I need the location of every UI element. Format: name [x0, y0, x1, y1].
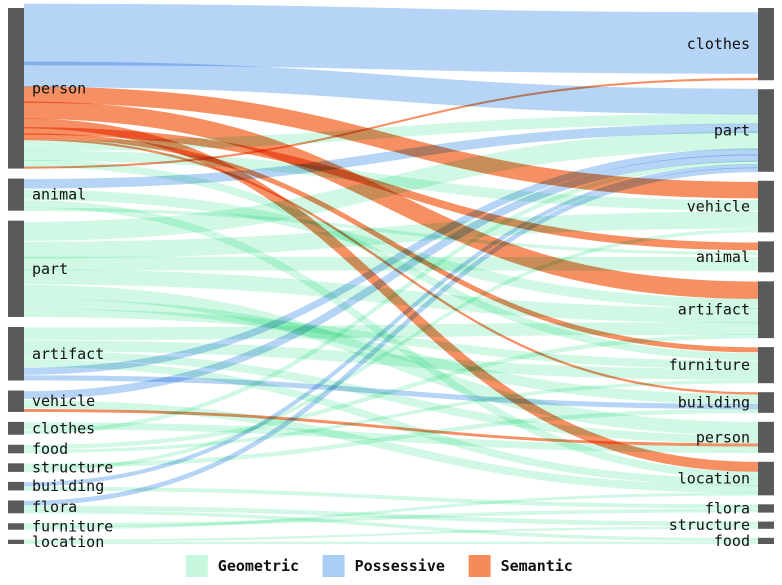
source-node-artifact — [8, 326, 24, 381]
flow-animal-to-artifact-geometric — [23, 189, 759, 309]
flow-flora-to-food-geometric — [23, 509, 759, 542]
source-node-flora — [8, 500, 24, 514]
flow-animal-to-part-possessive — [23, 123, 759, 189]
target-label-person: person — [696, 428, 750, 446]
target-node-building — [758, 392, 774, 413]
target-node-structure — [758, 521, 774, 529]
source-node-part — [8, 220, 24, 317]
source-label-food: food — [32, 440, 68, 458]
flow-artifact-to-artifact-geometric — [23, 322, 759, 340]
source-node-vehicle — [8, 390, 24, 412]
flow-person-to-clothes-semantic — [23, 78, 759, 169]
flow-building-to-flora-geometric — [23, 486, 759, 509]
target-label-building: building — [678, 394, 750, 412]
labels-layer: person animal part artifact vehicle clothes fo… — [32, 35, 750, 551]
target-label-artifact: artifact — [678, 301, 750, 319]
target-node-food — [758, 537, 774, 544]
source-label-furniture: furniture — [32, 518, 113, 536]
source-label-structure: structure — [32, 459, 113, 477]
flow-person-to-artifact-semantic — [23, 101, 759, 299]
target-node-artifact — [758, 281, 774, 339]
legend-label-geometric: Geometric — [218, 557, 299, 575]
target-label-structure: structure — [669, 516, 750, 534]
source-label-location: location — [32, 533, 104, 551]
nodes-layer — [8, 8, 774, 544]
flow-vehicle-to-person-semantic — [23, 408, 759, 447]
flow-person-to-clothes-possessive — [23, 3, 759, 74]
source-node-clothes — [8, 421, 24, 435]
flow-vehicle-to-location-geometric — [23, 400, 759, 494]
source-node-location — [8, 539, 24, 544]
flow-vehicle-to-part-possessive — [23, 154, 759, 399]
legend-label-semantic: Semantic — [501, 557, 573, 575]
flow-food-to-furniture-geometric — [23, 379, 759, 454]
source-label-building: building — [32, 477, 104, 495]
target-node-part — [758, 89, 774, 172]
target-label-furniture: furniture — [669, 356, 750, 374]
legend-swatch-possessive — [322, 555, 345, 577]
target-label-clothes: clothes — [687, 35, 750, 53]
target-node-furniture — [758, 347, 774, 384]
legend-label-possessive: Possessive — [355, 557, 445, 575]
target-node-location — [758, 461, 774, 496]
target-node-flora — [758, 504, 774, 513]
target-label-food: food — [714, 532, 750, 550]
flow-artifact-to-part-possessive — [23, 148, 759, 375]
source-node-furniture — [8, 523, 24, 530]
source-node-food — [8, 444, 24, 454]
source-node-animal — [8, 178, 24, 211]
source-node-structure — [8, 463, 24, 472]
target-node-animal — [758, 241, 774, 273]
flow-person-to-animal-semantic — [23, 127, 759, 251]
flow-person-to-vehicle-semantic — [23, 86, 759, 199]
flow-artifact-to-location-geometric — [23, 359, 759, 486]
flow-person-to-furniture-semantic — [23, 133, 759, 353]
target-node-clothes — [758, 8, 774, 81]
flow-part-to-vehicle-geometric — [23, 211, 759, 259]
flow-location-to-structure-geometric — [23, 526, 759, 542]
target-node-vehicle — [758, 180, 774, 233]
flow-furniture-to-flora-geometric — [23, 508, 759, 527]
source-node-building — [8, 481, 24, 491]
target-label-location: location — [678, 470, 750, 488]
legend: Geometric Possessive Semantic — [185, 555, 573, 577]
source-node-person — [8, 8, 24, 169]
flow-artifact-to-furniture-geometric — [23, 340, 759, 380]
target-label-animal: animal — [696, 248, 750, 266]
flow-person-to-part-possessive — [23, 61, 759, 115]
source-label-artifact: artifact — [32, 345, 104, 363]
target-label-part: part — [714, 122, 750, 140]
flow-structure-to-vehicle-geometric — [23, 228, 759, 472]
source-label-clothes: clothes — [32, 419, 95, 437]
target-node-person — [758, 421, 774, 453]
flow-structure-to-building-geometric — [23, 408, 759, 468]
source-label-animal: animal — [32, 186, 86, 204]
source-label-part: part — [32, 260, 68, 278]
legend-swatch-semantic — [468, 555, 491, 577]
flow-furniture-to-location-geometric — [23, 492, 759, 530]
target-label-flora: flora — [705, 499, 750, 517]
flows-layer — [23, 3, 759, 545]
source-label-vehicle: vehicle — [32, 392, 95, 410]
target-label-vehicle: vehicle — [687, 198, 750, 216]
source-label-flora: flora — [32, 498, 77, 516]
flow-person-to-location-semantic — [23, 118, 759, 472]
flow-person-to-building-semantic — [23, 137, 759, 395]
legend-swatch-geometric — [185, 555, 208, 577]
source-label-person: person — [32, 79, 86, 97]
